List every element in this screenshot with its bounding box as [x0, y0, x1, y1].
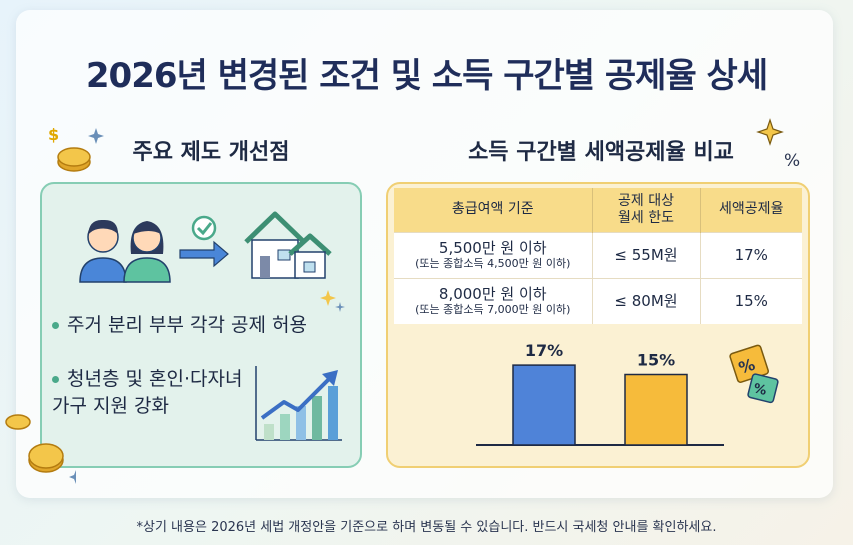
coin-stack-icon: $ — [48, 125, 104, 172]
rate-bar-chart: 17% 15% — [476, 341, 724, 446]
coin-icon — [5, 414, 76, 484]
column-header-rate: 세액공제율 — [700, 188, 802, 232]
rate-cell: 17% — [700, 231, 802, 278]
income-threshold: 8,000만 원 이하 — [438, 285, 547, 304]
income-note: (또는 종합소득 7,000만 원 이하) — [415, 303, 571, 317]
person-icon — [79, 219, 127, 283]
bullet-text: 가구 지원 강화 — [52, 395, 169, 417]
svg-text:$: $ — [48, 125, 59, 144]
svg-text:%: % — [784, 151, 800, 171]
bullet-text: 주거 분리 부부 각각 공제 허용 — [67, 314, 307, 336]
bullet-text: 청년층 및 혼인·다자녀 — [67, 368, 243, 390]
house-icon — [244, 211, 332, 279]
income-cell: 8,000만 원 이하 (또는 종합소득 7,000만 원 이하) — [394, 277, 593, 324]
growth-chart-icon — [255, 366, 342, 441]
sparkle-icon — [320, 290, 345, 312]
svg-text:%: % — [752, 381, 768, 399]
footnote: *상기 내용은 2026년 세법 개정안을 기준으로 하며 변동될 수 있습니다… — [136, 520, 717, 535]
income-note: (또는 종합소득 4,500만 원 이하) — [415, 257, 571, 270]
section-heading-rate-comparison: 소득 구간별 세액공제율 비교 — [468, 140, 734, 165]
limit-cell: ≤ 55M원 — [592, 231, 701, 278]
sparkle-icon — [756, 118, 784, 146]
percent-icon: % — [784, 151, 800, 171]
couple-to-house-illustration — [79, 211, 332, 283]
income-cell: 5,500만 원 이하 (또는 종합소득 4,500만 원 이하) — [394, 231, 593, 278]
bar — [512, 364, 576, 446]
rate-cell: 15% — [700, 277, 802, 324]
column-header-limit: 공제 대상 월세 한도 — [592, 188, 701, 232]
table-row: 8,000만 원 이하 (또는 종합소득 7,000만 원 이하) ≤ 80M원… — [394, 277, 802, 324]
page-title: 2026년 변경된 조건 및 소득 구간별 공제율 상세 — [85, 56, 768, 96]
bullet-dot — [52, 376, 59, 383]
bullet-item: 청년층 및 혼인·다자녀 가구 지원 강화 — [52, 366, 242, 420]
column-header-income: 총급여액 기준 — [394, 188, 593, 232]
arrow-icon — [179, 240, 229, 268]
column-header-limit-line: 월세 한도 — [618, 209, 674, 226]
checkmark-icon — [191, 215, 217, 241]
table-header-row: 총급여액 기준 공제 대상 월세 한도 세액공제율 — [394, 188, 802, 232]
person-icon — [123, 221, 171, 283]
income-threshold: 5,500만 원 이하 — [438, 239, 547, 257]
bar-value-label: 17% — [525, 341, 563, 360]
section-heading-improvements: 주요 제도 개선점 — [132, 140, 290, 165]
bullet-item: 주거 분리 부부 각각 공제 허용 — [52, 312, 307, 339]
bar-value-label: 15% — [637, 351, 675, 370]
column-header-limit-line: 공제 대상 — [618, 192, 674, 209]
svg-text:%: % — [736, 355, 757, 378]
limit-cell: ≤ 80M원 — [592, 277, 701, 324]
table-row: 5,500만 원 이하 (또는 종합소득 4,500만 원 이하) ≤ 55M원… — [394, 231, 802, 278]
bullet-dot — [52, 322, 59, 329]
discount-tag-icon: % % — [729, 344, 779, 404]
rate-table: 총급여액 기준 공제 대상 월세 한도 세액공제율 5,500만 원 이하 (또… — [394, 188, 802, 324]
bar — [624, 373, 688, 446]
